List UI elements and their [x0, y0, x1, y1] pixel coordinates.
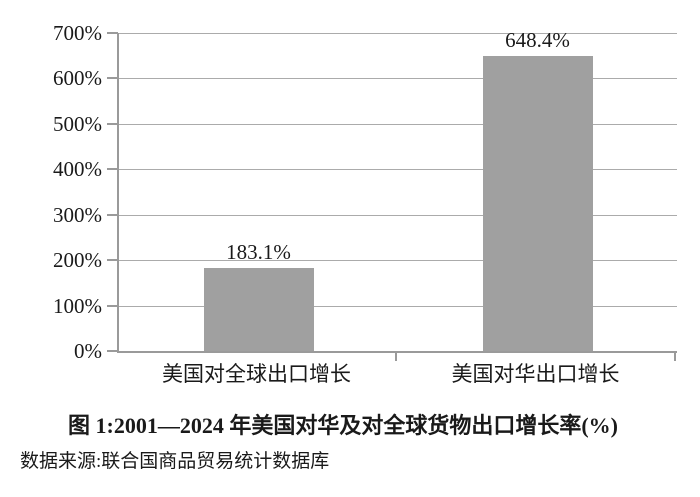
y-axis-tick-label: 400%: [53, 157, 102, 182]
y-axis-tick-mark: [107, 168, 118, 171]
y-axis-tick-mark: [107, 259, 118, 262]
bar-value-label: 183.1%: [226, 239, 291, 264]
y-axis-tick-mark: [107, 122, 118, 125]
x-axis-tick-mark: [674, 353, 676, 361]
bar-1: [203, 267, 314, 351]
gridline: [119, 78, 677, 80]
y-axis-tick-mark: [107, 77, 118, 80]
y-axis-tick-label: 500%: [53, 111, 102, 136]
plot-area: 183.1% 648.4%: [117, 29, 677, 353]
y-axis-tick-label: 600%: [53, 66, 102, 91]
gridline: [119, 305, 677, 307]
x-axis-tick-mark: [395, 353, 397, 361]
y-axis-tick-label: 200%: [53, 248, 102, 273]
y-axis-tick-mark: [107, 213, 118, 216]
gridline: [119, 214, 677, 216]
y-axis-tick-label: 300%: [53, 202, 102, 227]
data-source: 数据来源:联合国商品贸易统计数据库: [20, 451, 330, 472]
y-axis-tick-mark: [107, 32, 118, 34]
y-axis-tick-label: 700%: [53, 21, 102, 45]
gridline: [119, 123, 677, 125]
bar-value-label: 648.4%: [505, 28, 570, 53]
y-axis-tick-label: 100%: [53, 293, 102, 318]
figure-caption: 图 1:2001—2024 年美国对华及对全球货物出口增长率(%): [68, 413, 618, 438]
x-axis-category-label: 美国对华出口增长: [451, 362, 620, 386]
x-axis-category-label: 美国对全球出口增长: [162, 362, 351, 386]
y-axis-tick-label: 0%: [74, 339, 102, 363]
y-axis-tick-mark: [107, 350, 118, 352]
bar-2: [482, 56, 593, 351]
gridline: [119, 260, 677, 262]
gridline: [119, 169, 677, 171]
gridline: [119, 33, 677, 34]
y-axis-tick-mark: [107, 304, 118, 307]
